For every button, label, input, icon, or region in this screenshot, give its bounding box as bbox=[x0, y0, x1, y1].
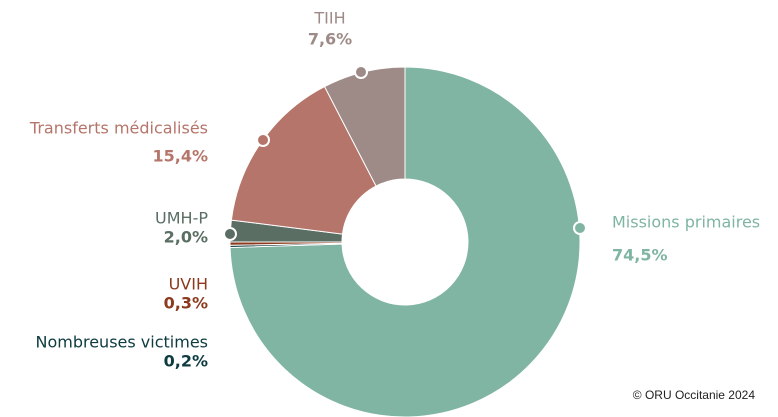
donut-slice bbox=[230, 85, 377, 235]
slice-label: Nombreuses victimes bbox=[35, 333, 208, 352]
slice-label: Transferts médicalisés bbox=[29, 119, 208, 138]
slice-label: UVIH bbox=[169, 275, 208, 294]
slice-value-label: 0,3% bbox=[164, 294, 208, 313]
label-dot bbox=[573, 221, 587, 235]
slice-label: Missions primaires bbox=[612, 213, 760, 232]
label-dot bbox=[223, 227, 237, 241]
slice-label: TIIH bbox=[313, 9, 345, 28]
slice-value-label: 7,6% bbox=[308, 30, 352, 49]
copyright: © ORU Occitanie 2024 bbox=[633, 388, 756, 402]
donut-slice bbox=[323, 66, 406, 187]
slice-label: UMH-P bbox=[155, 209, 208, 228]
label-dot bbox=[256, 133, 270, 147]
label-dot bbox=[354, 65, 368, 79]
slice-value-label: 74,5% bbox=[612, 246, 668, 265]
slice-value-label: 15,4% bbox=[152, 147, 208, 166]
slice-value-label: 0,2% bbox=[164, 352, 208, 371]
donut-slice bbox=[229, 66, 581, 417]
slice-value-label: 2,0% bbox=[164, 228, 208, 247]
